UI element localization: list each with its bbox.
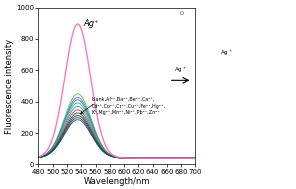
Text: Ag⁺: Ag⁺ [83, 19, 99, 28]
Y-axis label: Fluorescence intensity: Fluorescence intensity [4, 38, 14, 134]
X-axis label: Wavelength/nm: Wavelength/nm [84, 177, 150, 186]
Text: Ag$^+$: Ag$^+$ [174, 65, 187, 75]
Text: Ag$^+$: Ag$^+$ [220, 48, 233, 58]
Text: blank,Al³⁺,Ba²⁺,Be²⁺,Ca²⁺,
Cd²⁺,Co²⁺,Cr³⁺,Cu²⁺,Fe³⁺,Hg²⁺,
K⁺,Mg²⁺,Mn²⁺,Ni²⁺,Pb²⁺: blank,Al³⁺,Ba²⁺,Be²⁺,Ca²⁺, Cd²⁺,Co²⁺,Cr³… [92, 97, 166, 115]
Text: O: O [180, 11, 184, 16]
